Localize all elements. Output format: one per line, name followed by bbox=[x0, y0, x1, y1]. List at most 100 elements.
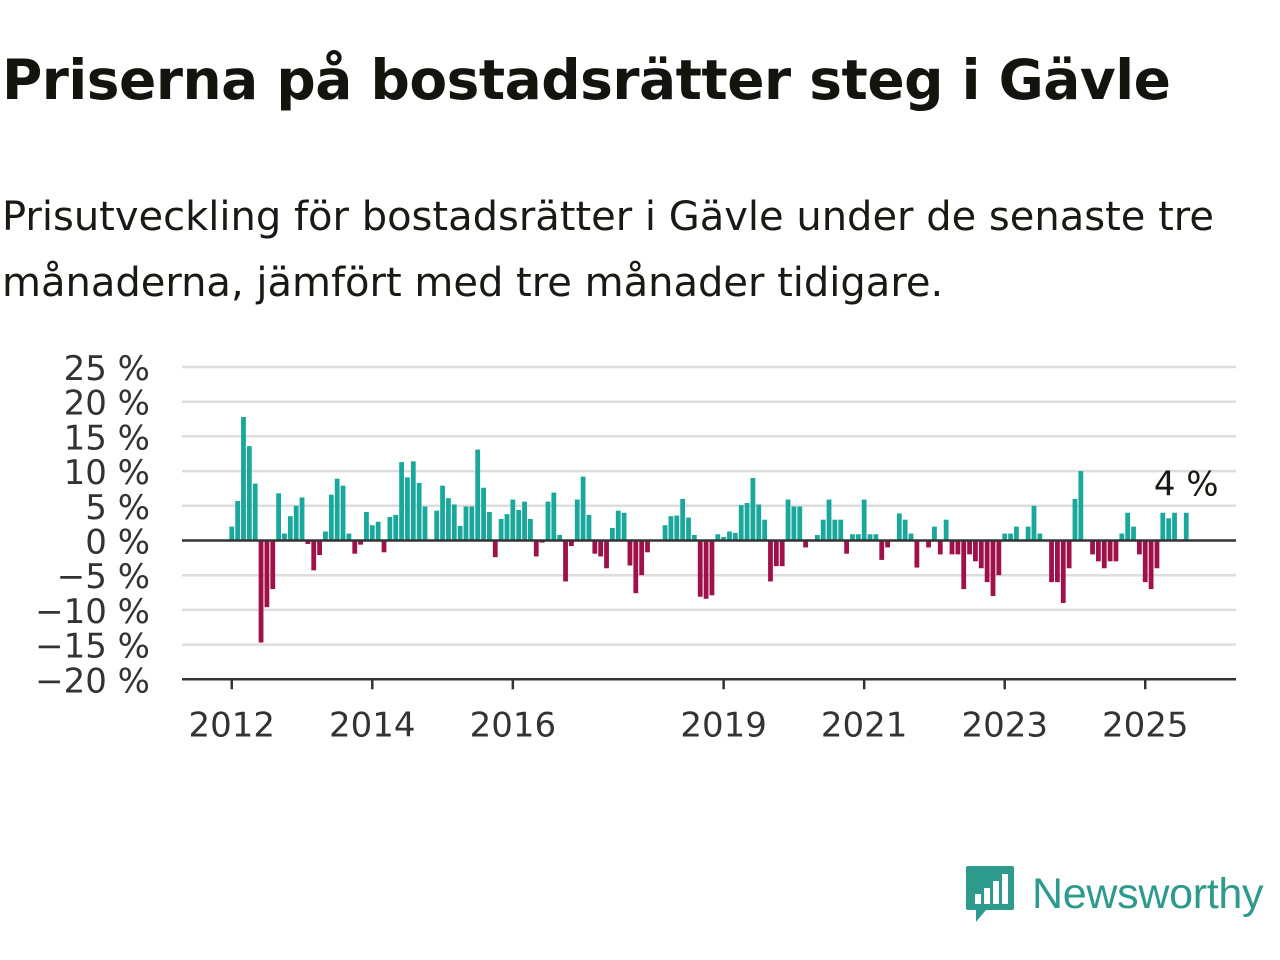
bar bbox=[1025, 526, 1031, 541]
bar bbox=[1148, 540, 1154, 590]
bar bbox=[937, 540, 943, 555]
y-tick-label: −5 % bbox=[57, 557, 150, 597]
bar bbox=[1113, 540, 1119, 562]
y-tick-label: 10 % bbox=[64, 453, 150, 493]
bar bbox=[914, 540, 920, 568]
bar bbox=[422, 506, 428, 541]
bar bbox=[340, 485, 346, 541]
axes bbox=[182, 539, 1236, 681]
bar bbox=[287, 516, 293, 541]
bar bbox=[1008, 533, 1013, 541]
bar bbox=[574, 499, 580, 541]
bar bbox=[334, 478, 340, 541]
bar bbox=[1078, 471, 1084, 541]
bar bbox=[1107, 540, 1113, 562]
bar bbox=[715, 534, 721, 541]
bar-chart: 25 %20 %15 %10 %5 %0 %−5 %−10 %−15 %−20 … bbox=[35, 349, 1236, 745]
bar bbox=[756, 504, 762, 541]
bar bbox=[791, 506, 797, 541]
bar bbox=[580, 476, 586, 541]
bar bbox=[323, 531, 328, 541]
bar bbox=[1119, 533, 1125, 541]
bar bbox=[586, 514, 592, 541]
bar bbox=[293, 505, 299, 541]
bar bbox=[1060, 540, 1066, 603]
bar bbox=[768, 540, 773, 582]
bar bbox=[258, 540, 264, 643]
x-tick-label: 2016 bbox=[470, 705, 557, 745]
x-tick-label: 2012 bbox=[189, 705, 276, 745]
bar bbox=[551, 492, 557, 541]
bar bbox=[352, 540, 358, 554]
bar bbox=[873, 534, 879, 541]
bar bbox=[317, 540, 322, 556]
bar bbox=[1037, 533, 1043, 541]
bar bbox=[1166, 518, 1172, 541]
bar bbox=[498, 518, 504, 541]
y-tick-label: −20 % bbox=[35, 661, 150, 701]
bar bbox=[732, 532, 738, 541]
bar bbox=[1142, 540, 1148, 583]
bar bbox=[668, 516, 674, 541]
bar bbox=[1183, 512, 1189, 541]
bar bbox=[592, 540, 598, 554]
bar bbox=[487, 512, 492, 541]
y-tick-label: −10 % bbox=[35, 592, 150, 632]
last-value-label: 4 % bbox=[1154, 465, 1219, 505]
bar bbox=[410, 461, 416, 541]
bar bbox=[779, 540, 785, 567]
y-tick-label: 5 % bbox=[85, 488, 150, 528]
bar bbox=[709, 540, 715, 596]
bar bbox=[1014, 526, 1019, 541]
bar bbox=[978, 540, 984, 569]
bar bbox=[967, 540, 972, 555]
bar bbox=[504, 514, 510, 541]
bar bbox=[229, 526, 235, 541]
bar bbox=[633, 540, 639, 594]
bar bbox=[235, 500, 241, 541]
bar bbox=[299, 497, 305, 541]
bar bbox=[990, 540, 996, 597]
bar bbox=[1160, 512, 1166, 541]
brand-name: Newsworthy bbox=[1032, 870, 1264, 918]
bar bbox=[563, 540, 568, 582]
gridlines bbox=[182, 365, 1236, 681]
bar bbox=[850, 534, 855, 541]
chart-title: Priserna på bostadsrätter steg i Gävle bbox=[2, 48, 1171, 112]
bar bbox=[252, 483, 258, 541]
bar bbox=[697, 540, 703, 597]
bar bbox=[844, 540, 849, 554]
bar bbox=[446, 498, 451, 541]
bar bbox=[387, 516, 393, 541]
bar bbox=[826, 499, 832, 541]
bar bbox=[727, 531, 732, 541]
bar bbox=[867, 534, 873, 541]
bar bbox=[996, 540, 1002, 576]
bar bbox=[803, 540, 809, 548]
bar bbox=[264, 540, 270, 608]
bar bbox=[961, 540, 967, 590]
y-tick-label: 20 % bbox=[64, 384, 150, 424]
bar bbox=[481, 487, 486, 541]
bar bbox=[1172, 512, 1177, 541]
bar bbox=[703, 540, 709, 599]
bar bbox=[1066, 540, 1072, 569]
bar bbox=[440, 485, 445, 541]
bar bbox=[311, 540, 317, 571]
bar bbox=[838, 519, 844, 541]
bar bbox=[598, 540, 604, 557]
bar bbox=[1154, 540, 1160, 569]
bar bbox=[932, 526, 937, 541]
bar bbox=[604, 540, 609, 569]
bar bbox=[627, 540, 633, 566]
bar bbox=[773, 540, 779, 567]
bar bbox=[1072, 498, 1078, 541]
bar bbox=[973, 540, 978, 562]
bar bbox=[457, 525, 463, 541]
bar bbox=[943, 519, 949, 541]
bar bbox=[744, 503, 750, 541]
bar bbox=[282, 533, 287, 541]
y-tick-label: −15 % bbox=[35, 627, 150, 667]
bar bbox=[820, 519, 826, 541]
bar bbox=[305, 540, 311, 544]
